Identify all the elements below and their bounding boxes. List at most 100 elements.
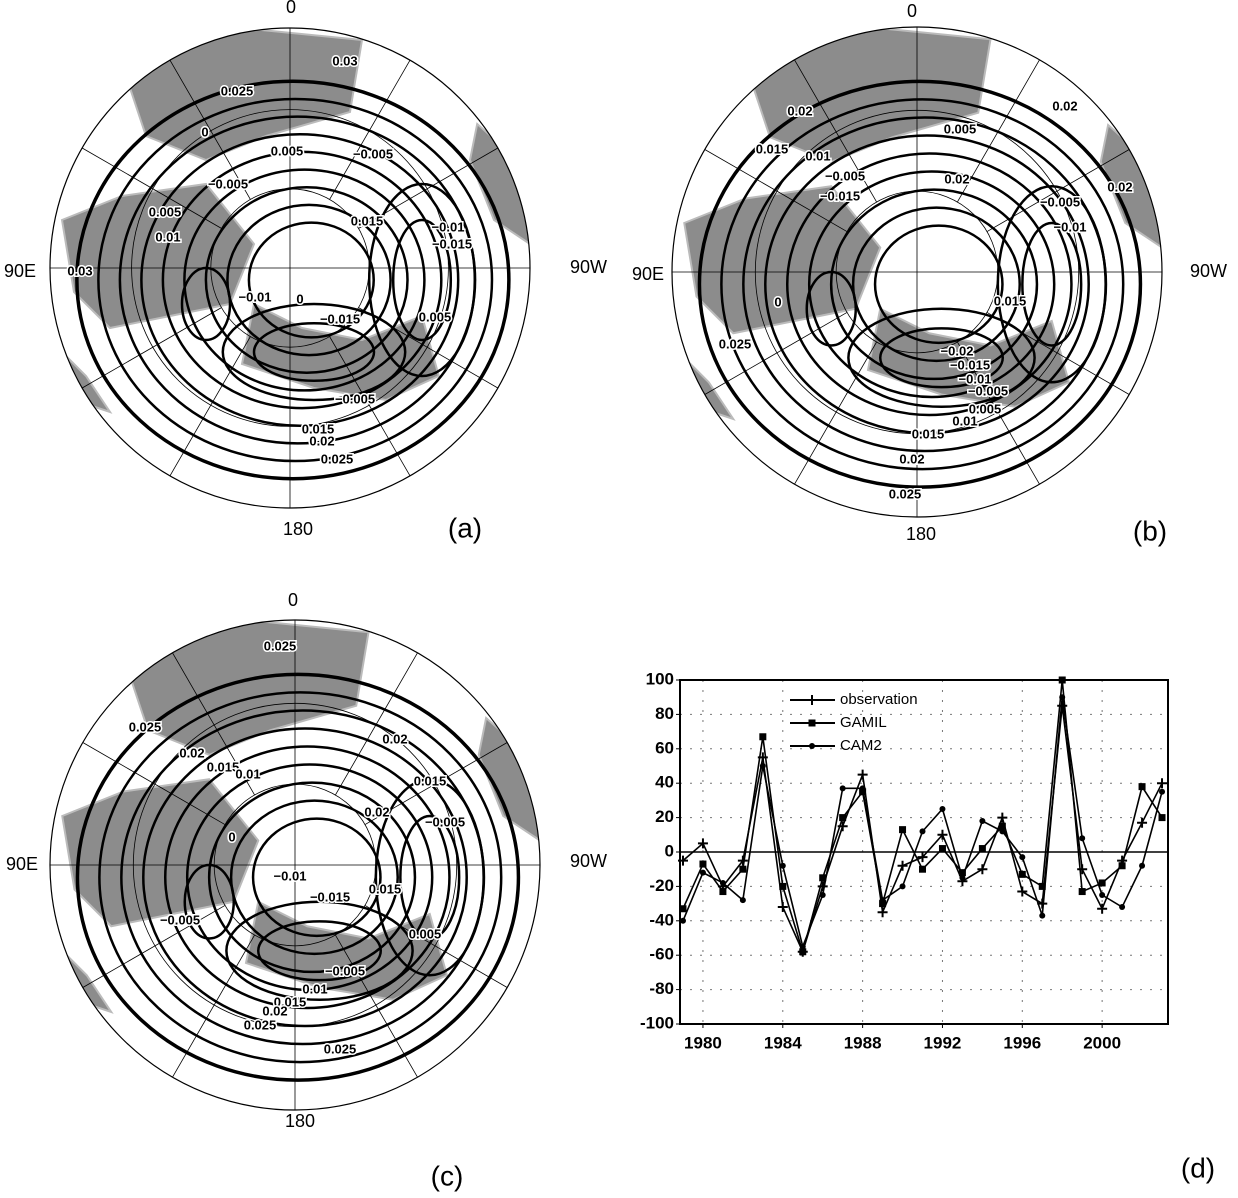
land <box>240 302 440 402</box>
point <box>739 897 746 904</box>
panel-label: (a) <box>448 512 482 543</box>
polar-map: 0.03 0.025 0 0.005 −0.005 −0.005 0.005 0.01 0.03… <box>4 0 607 543</box>
point <box>739 865 747 873</box>
contour <box>399 814 461 940</box>
point <box>817 881 828 892</box>
contour-label: 0.005 <box>409 926 442 941</box>
plot-frame <box>679 679 1169 1025</box>
contour-label: −0.01 <box>274 868 307 883</box>
contour <box>829 188 1039 381</box>
contour-label: −0.015 <box>820 188 860 203</box>
longitude-label: 0 <box>288 590 298 610</box>
contour-label: 0.02 <box>1052 98 1077 113</box>
point <box>938 845 946 853</box>
contour <box>204 186 409 374</box>
point <box>1019 854 1026 861</box>
map-border <box>49 619 541 1111</box>
x-tick-label: 1980 <box>684 1033 722 1052</box>
point <box>1138 783 1146 791</box>
contour <box>163 745 451 1010</box>
x-tick-label: 1988 <box>844 1033 882 1052</box>
contour <box>75 79 511 481</box>
contour <box>142 727 468 1028</box>
meridian <box>169 59 251 200</box>
y-tick-label: 100 <box>646 669 674 688</box>
contour-label: 0 <box>201 124 208 139</box>
contour-label: 0.015 <box>369 881 402 896</box>
point <box>899 883 906 890</box>
contour <box>1021 221 1083 347</box>
point <box>937 829 948 840</box>
land <box>122 620 370 756</box>
point <box>1018 870 1026 878</box>
contour <box>225 900 414 1001</box>
x-tick-label: 1992 <box>924 1033 962 1052</box>
contour-label: 0.02 <box>382 731 407 746</box>
contour-label: 0.03 <box>332 53 357 68</box>
contour-label: −0.005 <box>825 168 865 183</box>
point <box>879 897 886 904</box>
contour <box>221 302 407 402</box>
contour-label: 0 <box>296 291 303 306</box>
contour-label: −0.005 <box>353 146 393 161</box>
map-border <box>49 27 531 509</box>
point <box>779 862 786 869</box>
point <box>859 785 866 792</box>
contour-label: −0.01 <box>432 219 465 234</box>
contour-label: 0.01 <box>155 229 180 244</box>
contour-label: 0.015 <box>351 213 384 228</box>
point <box>777 902 788 913</box>
point <box>697 838 708 849</box>
point <box>1079 835 1086 842</box>
point <box>759 733 767 741</box>
meridian <box>704 312 848 395</box>
point <box>1017 886 1028 897</box>
contour-label: −0.005 <box>325 963 365 978</box>
contour <box>75 672 521 1082</box>
point <box>779 882 787 890</box>
contour-label: 0.02 <box>944 171 969 186</box>
contour <box>851 206 1021 363</box>
point <box>997 812 1008 823</box>
contour <box>161 150 443 410</box>
point <box>677 855 688 866</box>
contour-label: 0.025 <box>719 336 752 351</box>
longitude-label: 90E <box>632 264 664 284</box>
contour-label: 0.015 <box>274 994 307 1009</box>
contour <box>764 134 1090 435</box>
contour <box>98 691 503 1064</box>
contour-label: 0.015 <box>994 293 1027 308</box>
x-tick-label: 1996 <box>1003 1033 1041 1052</box>
point <box>1078 888 1086 896</box>
x-tick-label: 1984 <box>764 1033 802 1052</box>
longitude-label: 90W <box>570 257 607 277</box>
contour-label: 0.015 <box>756 141 789 156</box>
meridian <box>172 652 255 796</box>
contour-label: −0.015 <box>950 357 990 372</box>
contour-label: 0.025 <box>264 638 297 653</box>
contour-label: −0.005 <box>425 814 465 829</box>
panel-label: (b) <box>1133 515 1167 546</box>
contour-label: −0.01 <box>959 371 992 386</box>
contour <box>391 218 453 342</box>
contour-label: −0.01 <box>239 289 272 304</box>
point <box>819 874 827 882</box>
point <box>1158 814 1166 822</box>
y-tick-label: -60 <box>649 945 674 964</box>
point <box>719 888 727 896</box>
contour-label: 0.025 <box>129 719 162 734</box>
point <box>839 785 846 792</box>
panel-label: (c) <box>431 1160 464 1191</box>
longitude-label: 0 <box>286 0 296 17</box>
contour-label: 0.01 <box>805 148 830 163</box>
point <box>959 874 966 881</box>
contour-label: −0.015 <box>310 889 350 904</box>
longitude-label: 90W <box>1190 261 1227 281</box>
contour-label: −0.005 <box>1040 194 1080 209</box>
longitude-label: 90E <box>6 854 38 874</box>
point <box>819 892 826 898</box>
point <box>699 860 707 868</box>
y-tick-label: -80 <box>649 979 674 998</box>
contour <box>374 778 485 977</box>
meridian <box>169 336 251 477</box>
